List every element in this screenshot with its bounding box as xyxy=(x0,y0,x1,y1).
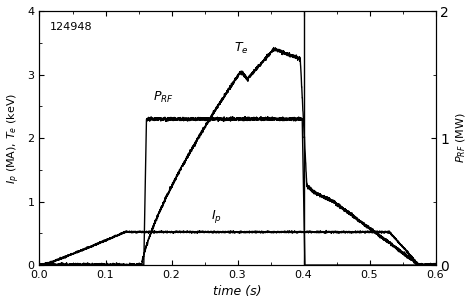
Text: $I_p$: $I_p$ xyxy=(211,209,222,225)
Text: $T_e$: $T_e$ xyxy=(234,40,249,56)
Y-axis label: $P_{RF}$ (MW): $P_{RF}$ (MW) xyxy=(455,113,468,164)
Text: 124948: 124948 xyxy=(49,22,92,33)
Y-axis label: $I_p$ (MA), $T_e$ (keV): $I_p$ (MA), $T_e$ (keV) xyxy=(6,92,22,184)
X-axis label: time (s): time (s) xyxy=(213,285,262,299)
Text: $P_{RF}$: $P_{RF}$ xyxy=(153,90,174,105)
